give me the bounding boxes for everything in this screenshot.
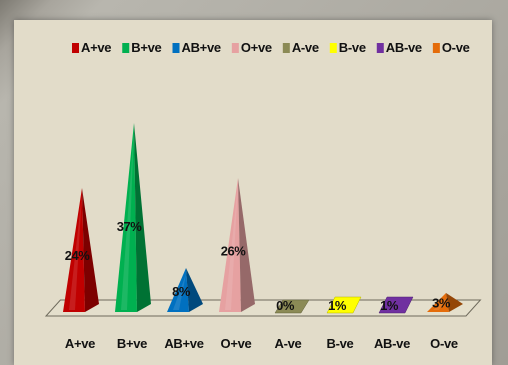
pyramid-plate-5	[326, 296, 362, 314]
pyramid-front-face-3	[219, 178, 241, 312]
pyramid-0	[63, 188, 99, 312]
pyramid-highlight-3	[225, 184, 238, 310]
category-label-0: A+ve	[65, 336, 95, 351]
legend-swatch-1	[122, 43, 130, 53]
legend-label-0: A+ve	[81, 40, 111, 55]
category-axis: A+ve B+ve AB+ve O+ve A-ve B-ve AB-ve O-ve	[65, 336, 458, 351]
pyramid-1	[115, 123, 151, 312]
category-label-2: AB+ve	[164, 336, 203, 351]
floor-plate	[44, 299, 482, 317]
legend-label-7: O-ve	[442, 40, 470, 55]
legend-swatch-6	[376, 43, 384, 53]
category-label-5: B-ve	[327, 336, 354, 351]
pyramid-highlight-1	[121, 129, 134, 310]
category-label-6: AB-ve	[374, 336, 410, 351]
pyramid-front-face-0	[63, 188, 85, 312]
data-label-0: 24%	[65, 248, 90, 263]
pyramid-6	[378, 296, 414, 314]
pyramid-highlight-7	[433, 299, 446, 310]
data-label-1: 37%	[117, 219, 142, 234]
legend-label-6: AB-ve	[386, 40, 422, 55]
legend-swatch-7	[432, 43, 440, 53]
legend-label-1: B+ve	[131, 40, 161, 55]
pyramid-plate-6	[378, 296, 414, 314]
pyramid-front-face-2	[167, 268, 189, 312]
pyramid-side-face-0	[82, 188, 99, 312]
pyramid-front-face-1	[115, 123, 137, 312]
legend-label-4: A-ve	[292, 40, 319, 55]
legend-label-3: O+ve	[241, 40, 272, 55]
legend-label-5: B-ve	[339, 40, 366, 55]
data-label-7: 3%	[432, 295, 451, 310]
pyramid-side-face-2	[186, 268, 203, 312]
category-label-4: A-ve	[275, 336, 302, 351]
pyramid-7	[427, 293, 463, 312]
pyramid-side-face-7	[446, 293, 463, 312]
pyramid-5	[326, 296, 362, 314]
pyramid-4	[274, 299, 310, 314]
pyramid-2	[167, 268, 203, 312]
chart-labels: 24% 37% 8% 26% 0% 1% 1% 3%	[65, 219, 452, 313]
legend-swatch-3	[231, 43, 239, 53]
category-label-1: B+ve	[117, 336, 147, 351]
chart-floor	[44, 299, 482, 317]
pyramid-side-face-1	[134, 123, 151, 312]
data-label-2: 8%	[172, 284, 191, 299]
data-label-5: 1%	[328, 298, 347, 313]
legend-label-2: AB+ve	[182, 40, 221, 55]
data-label-6: 1%	[380, 298, 399, 313]
data-label-3: 26%	[221, 244, 246, 259]
category-label-3: O+ve	[221, 336, 252, 351]
legend-swatch-2	[172, 43, 180, 53]
pyramid-side-face-3	[238, 178, 255, 312]
pyramid-3	[219, 178, 255, 312]
chart-marks	[63, 123, 463, 314]
pyramid-highlight-2	[173, 274, 186, 310]
pyramid-plate-4	[274, 299, 310, 314]
chart-panel: A+ve B+ve AB+ve O+ve A-ve B-ve AB-ve O-ve 24% 37…	[14, 20, 492, 365]
legend-swatch-5	[329, 43, 337, 53]
pyramid-front-face-7	[427, 293, 449, 312]
legend-swatch-0	[72, 43, 79, 53]
pyramid-chart: A+ve B+ve AB+ve O+ve A-ve B-ve AB-ve O-ve 24% 37…	[44, 40, 482, 351]
legend-swatch-4	[282, 43, 290, 53]
data-label-4: 0%	[276, 298, 295, 313]
chart-legend: A+ve B+ve AB+ve O+ve A-ve B-ve AB-ve O-ve	[72, 40, 470, 55]
category-label-7: O-ve	[430, 336, 458, 351]
pyramid-highlight-0	[69, 194, 82, 310]
